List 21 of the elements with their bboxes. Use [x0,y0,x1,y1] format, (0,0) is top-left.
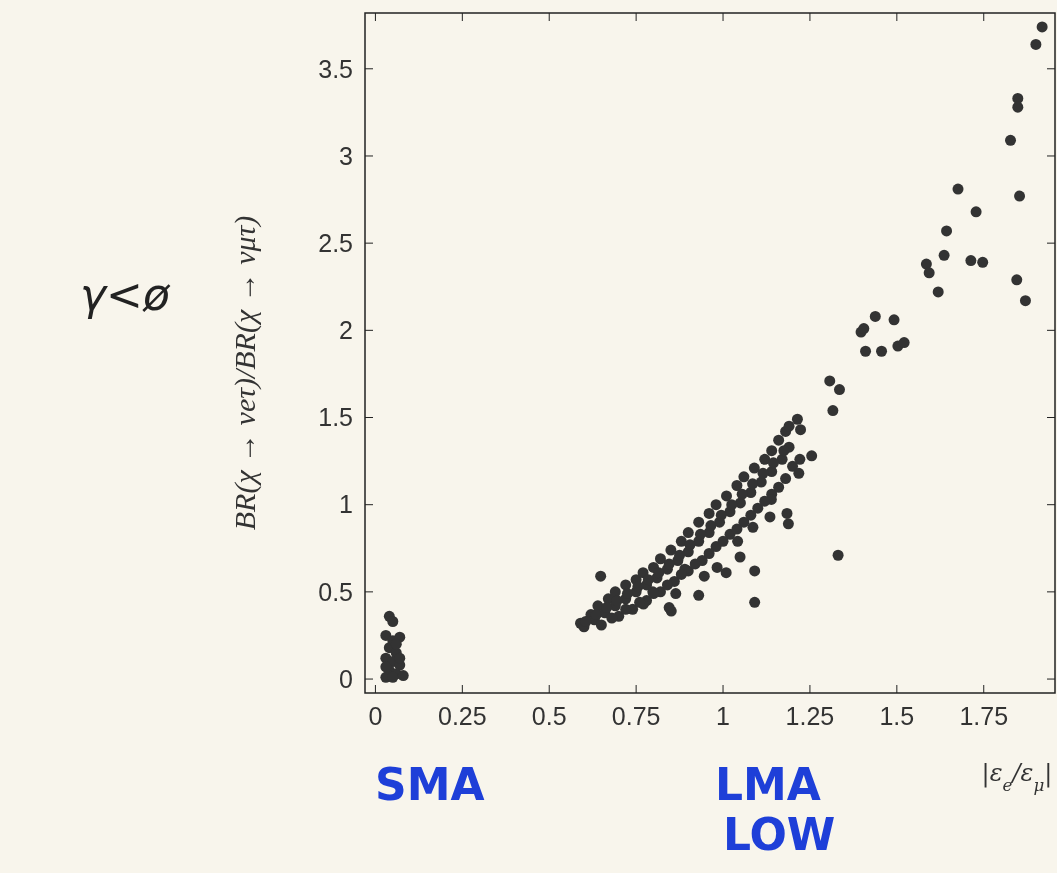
x-axis-title: |ε$_{e}$/ε$_{μ}$| [981,759,1053,795]
text: γ<ø [80,269,171,320]
y-tick-label: 2.5 [318,228,353,257]
x-tick-label: 1 [716,702,730,730]
x-tick-label: 1.25 [785,702,835,730]
y-tick-label: 2 [339,316,353,345]
y-tick-label: 3 [339,141,353,170]
y-tick-label: 1.5 [318,403,353,432]
x-tick-label: 0.25 [437,702,487,730]
y-axis-title: BR(χ → νeτ)/BR(χ → νμτ) [228,215,262,531]
x-tick-label: 0 [368,702,383,730]
y-tick-label: 0 [339,664,353,693]
text: LMA LOW [715,759,836,860]
x-tick-label: 1.5 [879,702,915,730]
y-tick-label: 1 [339,490,353,519]
x-tick-label: 0.5 [531,702,567,730]
y-tick-label: 0.5 [318,577,353,606]
x-tick-label: 1.75 [959,702,1009,730]
x-tick-label: 0.75 [611,702,661,730]
y-tick-label: 3.5 [318,54,353,83]
text: SMA [375,759,485,810]
